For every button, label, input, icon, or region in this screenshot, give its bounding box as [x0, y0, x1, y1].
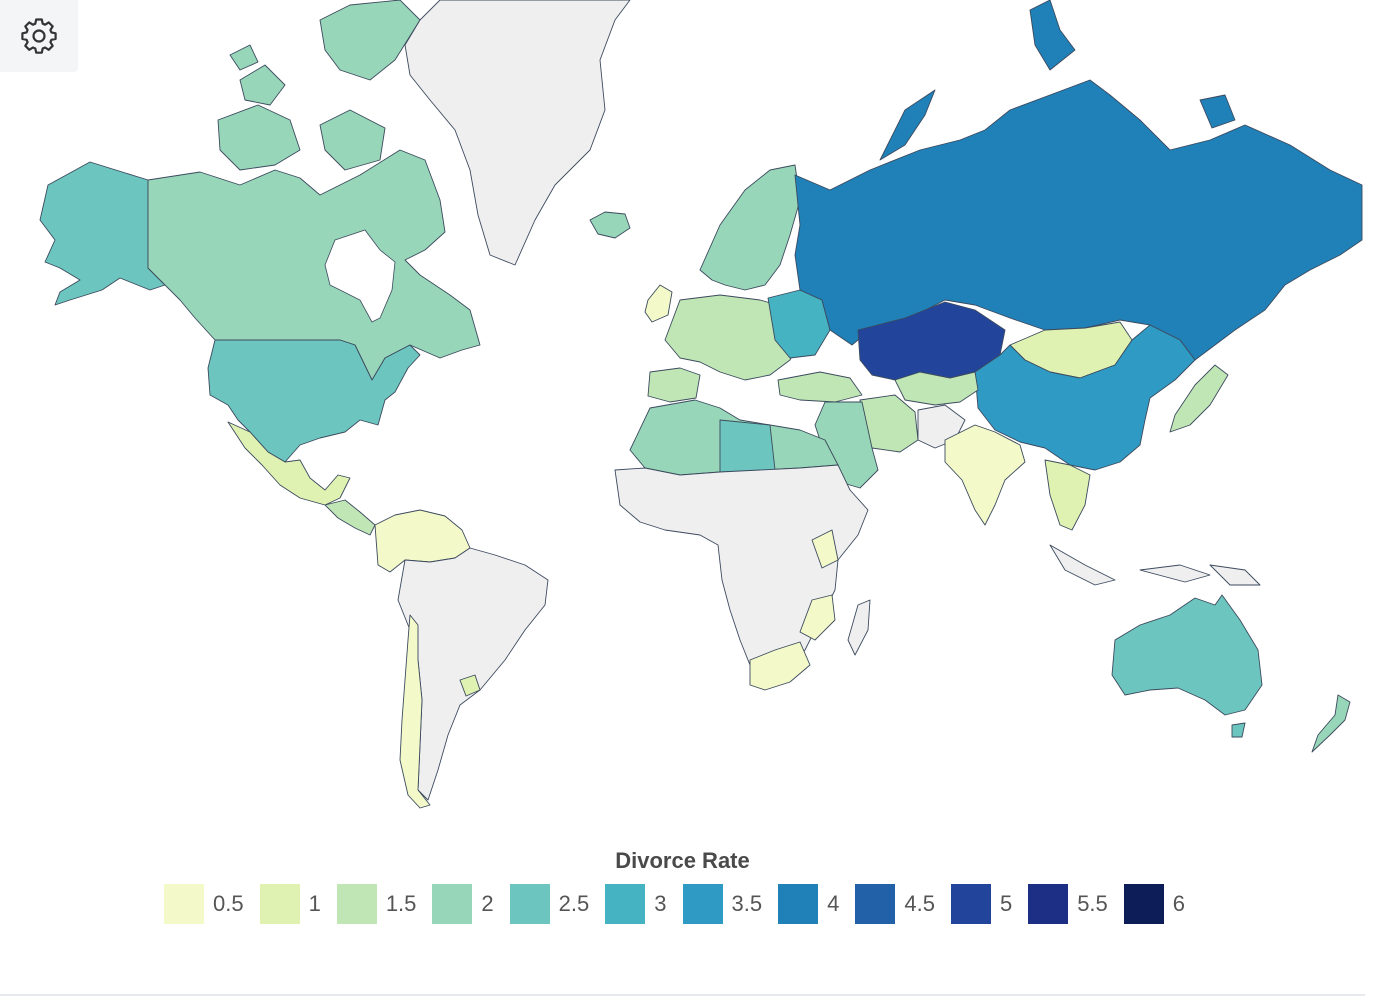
country-mexico[interactable]: [227, 421, 351, 506]
legend-swatch: [432, 884, 473, 924]
country-kenya[interactable]: [811, 529, 839, 569]
legend-swatch: [1123, 884, 1164, 924]
legend-title: Divorce Rate: [615, 848, 750, 873]
legend-label: 1.5: [385, 891, 417, 916]
country-iceland[interactable]: [589, 211, 631, 239]
country-united-states[interactable]: [207, 339, 421, 463]
legend-item[interactable]: 3: [605, 884, 672, 924]
country-southeast-asia[interactable]: [1044, 459, 1091, 531]
country-australia[interactable]: [1111, 594, 1263, 716]
legend-item[interactable]: 0.5: [163, 884, 250, 924]
country-alaska[interactable]: [39, 161, 166, 306]
legend-item[interactable]: 2: [432, 884, 499, 924]
legend-label: 4: [827, 891, 840, 916]
country-uk[interactable]: [644, 284, 673, 323]
legend: Divorce Rate 0.5 1 1.5 2 2.5 3 3.5 4 4.5 5 5.5 6: [0, 848, 1365, 924]
hudson-bay: [324, 229, 396, 323]
country-greenland[interactable]: [404, 0, 631, 266]
country-scandinavia[interactable]: [699, 164, 801, 291]
legend-label: 5: [999, 891, 1013, 916]
settings-button[interactable]: [0, 0, 78, 72]
legend-swatch: [605, 884, 646, 924]
legend-label: 2: [481, 891, 494, 916]
country-middle-east[interactable]: [814, 401, 879, 489]
country-brazil-region[interactable]: [397, 547, 549, 801]
country-canada[interactable]: [147, 149, 481, 381]
country-iberia[interactable]: [647, 367, 701, 403]
legend-item[interactable]: 5.5: [1028, 884, 1114, 924]
country-china[interactable]: [974, 324, 1196, 471]
country-russia-islands[interactable]: [879, 0, 1236, 161]
country-central-asia[interactable]: [894, 371, 979, 406]
legend-item[interactable]: 6: [1123, 884, 1191, 924]
country-uruguay[interactable]: [459, 674, 481, 697]
legend-item[interactable]: 3.5: [682, 884, 769, 924]
choropleth-map: [39, 0, 1363, 809]
country-japan[interactable]: [1169, 364, 1229, 433]
legend-label: 2.5: [558, 891, 590, 916]
country-indonesia[interactable]: [1049, 544, 1261, 586]
country-western-europe[interactable]: [664, 294, 801, 381]
country-madagascar[interactable]: [847, 599, 871, 656]
legend-item[interactable]: 4.5: [855, 884, 941, 924]
bottom-divider: [0, 994, 1365, 996]
legend-label: 5.5: [1077, 891, 1108, 916]
legend-swatch: [855, 884, 896, 924]
gear-icon: [21, 18, 57, 54]
world-map: [39, 0, 1363, 809]
legend-item[interactable]: 1.5: [336, 884, 423, 924]
country-tasmania[interactable]: [1231, 722, 1246, 738]
country-mozambique[interactable]: [799, 594, 836, 641]
country-central-america[interactable]: [324, 499, 376, 536]
legend-items: 0.5 1 1.5 2 2.5 3 3.5 4 4.5 5 5.5 6: [0, 884, 1365, 924]
legend-swatch: [778, 884, 819, 924]
country-arctic-islands[interactable]: [217, 0, 421, 171]
country-turkey[interactable]: [777, 371, 863, 403]
legend-item[interactable]: 5: [950, 884, 1018, 924]
legend-swatch: [336, 884, 377, 924]
legend-label: 3: [654, 891, 667, 916]
legend-swatch: [1028, 884, 1069, 924]
legend-label: 6: [1172, 891, 1186, 916]
legend-item[interactable]: 2.5: [509, 884, 596, 924]
legend-label: 3.5: [731, 891, 763, 916]
legend-swatch: [259, 884, 300, 924]
legend-swatch: [163, 884, 204, 924]
country-russia[interactable]: [794, 79, 1363, 361]
country-new-zealand[interactable]: [1311, 694, 1351, 753]
legend-label: 1: [308, 891, 321, 916]
country-south-africa[interactable]: [749, 641, 811, 691]
legend-swatch: [682, 884, 723, 924]
legend-swatch: [950, 884, 991, 924]
legend-item[interactable]: 1: [259, 884, 327, 924]
country-india[interactable]: [944, 424, 1026, 526]
legend-label: 4.5: [904, 891, 935, 916]
country-libya[interactable]: [719, 419, 776, 473]
legend-swatch: [509, 884, 550, 924]
country-chile[interactable]: [399, 614, 431, 809]
country-africa-main[interactable]: [614, 464, 869, 681]
legend-item[interactable]: 4: [778, 884, 845, 924]
legend-label: 0.5: [212, 891, 244, 916]
